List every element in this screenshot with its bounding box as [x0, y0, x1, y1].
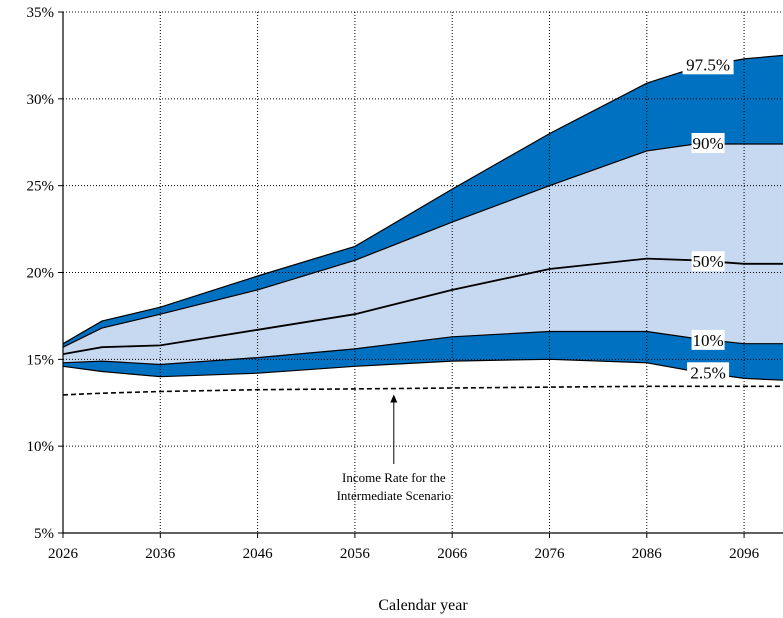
- series-label: 50%: [692, 252, 723, 271]
- income-rate-annotation: Income Rate for the Intermediate Scenari…: [337, 394, 451, 503]
- series-label: 10%: [692, 331, 723, 350]
- series-label: 90%: [692, 134, 723, 153]
- band-2-5-to-10: [63, 331, 783, 381]
- income-rate-line: [62, 385, 783, 396]
- band-10-to-90: [63, 144, 783, 365]
- y-tick-label: 25%: [27, 179, 55, 195]
- series-label: 2.5%: [690, 363, 725, 382]
- x-tick-label: 2056: [340, 546, 371, 562]
- series-label-background: [687, 362, 730, 383]
- y-tick-label: 35%: [27, 5, 55, 21]
- percentile-bands: [63, 55, 783, 381]
- x-axis-label: Calendar year: [378, 597, 468, 614]
- series-label-background: [682, 54, 734, 75]
- x-tick-label: 2036: [145, 546, 176, 562]
- x-tick-label: 2096: [729, 546, 760, 562]
- y-tick-label: 5%: [34, 526, 54, 542]
- y-tick-label: 20%: [27, 266, 55, 282]
- series-labels: 97.5% 90% 50% 10% 2.5%: [682, 54, 734, 383]
- axes: [58, 11, 783, 538]
- annotation-text-line-2: Intermediate Scenario: [337, 488, 451, 503]
- x-tick-label: 2086: [632, 546, 663, 562]
- annotation-arrow-head: [390, 394, 398, 403]
- band-90-to-97-5: [63, 55, 783, 348]
- x-tick-label: 2066: [437, 546, 468, 562]
- y-tick-labels: 5% 10% 15% 20% 25% 30% 35%: [27, 5, 55, 542]
- x-tick-label: 2026: [48, 546, 79, 562]
- x-tick-labels: 2026 2036 2046 2056 2066 2076 2086 2096: [48, 546, 760, 562]
- y-tick-label: 30%: [27, 92, 55, 108]
- annotation-text-line-1: Income Rate for the: [342, 470, 446, 485]
- series-label-background: [691, 132, 725, 153]
- y-tick-label: 10%: [27, 439, 55, 455]
- series-label-background: [691, 329, 725, 350]
- series-label: 97.5%: [686, 55, 730, 74]
- x-tick-label: 2046: [243, 546, 274, 562]
- grid-lines: [63, 11, 783, 533]
- series-label-background: [691, 251, 725, 272]
- y-tick-label: 15%: [27, 352, 55, 368]
- x-tick-label: 2076: [534, 546, 565, 562]
